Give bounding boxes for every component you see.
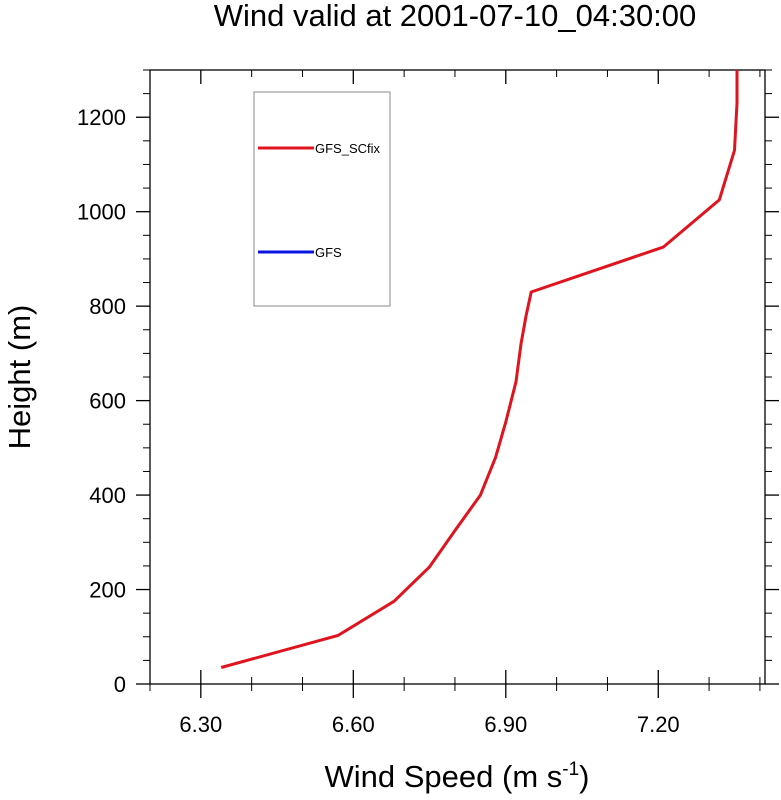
legend-box xyxy=(253,91,391,307)
y-tick-label: 800 xyxy=(89,294,126,319)
x-axis-title: Wind Speed (m s-1) xyxy=(325,759,590,794)
x-axis-title-superscript: -1 xyxy=(562,759,579,780)
chart-title: Wind valid at 2001-07-10_04:30:00 xyxy=(214,0,697,33)
y-tick-label: 0 xyxy=(114,672,126,697)
tick-labels: 6.30 6.60 6.90 7.20 0 200 400 600 800 1000 1200 xyxy=(77,105,680,737)
x-axis-title-close: ) xyxy=(579,759,589,794)
x-tick-label: 6.30 xyxy=(179,712,222,737)
series-line-gfs_scfix xyxy=(220,70,739,669)
legend-label: GFS_SCfix xyxy=(315,141,381,156)
data-series xyxy=(220,70,739,669)
x-tick-label: 7.20 xyxy=(637,712,680,737)
y-tick-label: 200 xyxy=(89,578,126,603)
x-tick-label: 6.90 xyxy=(484,712,527,737)
legend: GFS_SCfix GFS xyxy=(253,91,391,307)
x-axis-title-main: Wind Speed (m s xyxy=(325,759,563,794)
legend-label: GFS xyxy=(315,245,342,260)
y-axis-title: Height (m) xyxy=(2,305,37,450)
legend-items: GFS_SCfix GFS xyxy=(258,141,381,260)
plot-frame xyxy=(149,69,766,685)
y-tick-label: 400 xyxy=(89,483,126,508)
y-tick-label: 1200 xyxy=(77,105,126,130)
x-tick-label: 6.60 xyxy=(332,712,375,737)
axis-ticks xyxy=(136,69,779,698)
y-tick-label: 600 xyxy=(89,389,126,414)
y-tick-label: 1000 xyxy=(77,200,126,225)
